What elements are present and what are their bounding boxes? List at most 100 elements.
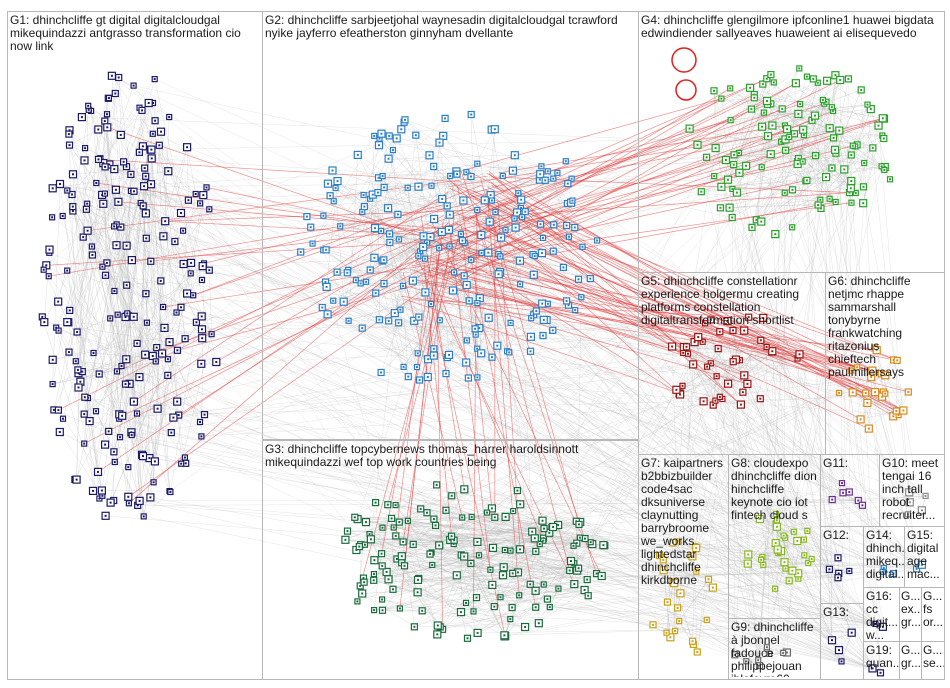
edge xyxy=(190,273,723,400)
edge xyxy=(713,90,784,536)
edge xyxy=(170,322,197,493)
edge xyxy=(683,352,720,398)
group-box-g1 xyxy=(7,11,263,680)
node-mark xyxy=(145,321,148,324)
edge xyxy=(99,359,127,375)
edge xyxy=(450,175,501,257)
edge xyxy=(693,364,840,651)
node-mark xyxy=(186,292,189,295)
edge xyxy=(362,593,415,627)
node-mark xyxy=(156,407,159,410)
edge xyxy=(68,322,760,666)
edge xyxy=(449,246,760,666)
edge xyxy=(710,363,840,394)
node-mark xyxy=(442,134,445,137)
group-label-g10: G10: meet tengai 16 inch tall robot recr… xyxy=(882,457,942,522)
edge xyxy=(437,593,681,626)
edge xyxy=(373,551,536,575)
node-mark xyxy=(42,268,45,271)
node-mark xyxy=(200,435,203,438)
edge xyxy=(727,321,873,669)
edge xyxy=(431,520,543,553)
node-mark xyxy=(187,199,190,202)
edge-red xyxy=(437,264,894,361)
edge xyxy=(857,367,861,420)
node-mark xyxy=(327,182,329,185)
edge xyxy=(543,584,852,633)
edge xyxy=(829,198,909,515)
edge xyxy=(139,376,205,415)
edge xyxy=(761,68,800,127)
edge xyxy=(382,175,719,349)
node-mark xyxy=(201,337,204,340)
node-mark xyxy=(215,361,218,363)
edge xyxy=(72,174,94,491)
edge xyxy=(452,290,674,543)
edge xyxy=(75,361,122,367)
edge xyxy=(749,87,923,565)
edge xyxy=(535,568,917,608)
edge xyxy=(59,183,105,194)
node-mark xyxy=(91,254,94,256)
edge xyxy=(183,193,196,265)
edge xyxy=(797,358,894,574)
edge xyxy=(856,104,868,145)
edge xyxy=(141,110,191,274)
edge-red xyxy=(203,202,454,264)
edge xyxy=(848,78,879,126)
edge-red xyxy=(463,104,768,220)
node-mark xyxy=(57,300,60,303)
edge xyxy=(792,154,852,190)
node-mark xyxy=(107,97,110,99)
node-mark xyxy=(86,229,89,232)
node-mark xyxy=(97,128,100,131)
edge xyxy=(68,107,140,353)
edge xyxy=(732,188,881,673)
edge xyxy=(428,359,833,641)
node-mark xyxy=(203,413,206,416)
edge xyxy=(811,120,856,147)
node-mark xyxy=(58,431,61,433)
edge xyxy=(395,535,873,669)
edge xyxy=(549,606,883,627)
edge xyxy=(140,202,186,464)
node-mark xyxy=(158,144,161,147)
edge-red xyxy=(443,78,767,218)
edge-red xyxy=(193,184,482,296)
edge xyxy=(149,457,794,532)
node-mark xyxy=(87,108,90,111)
edge xyxy=(369,533,443,630)
edge xyxy=(826,101,894,574)
node-mark xyxy=(66,321,69,324)
node-mark xyxy=(504,228,507,231)
edge xyxy=(433,309,576,356)
edge xyxy=(374,595,589,611)
edge-red xyxy=(402,272,463,518)
edge xyxy=(734,652,787,655)
node-mark xyxy=(119,226,122,229)
node-mark xyxy=(474,333,477,336)
edge xyxy=(362,584,493,594)
node-mark xyxy=(144,175,147,178)
edge xyxy=(716,376,778,550)
edge xyxy=(517,392,840,573)
edge xyxy=(686,346,698,653)
edge-red xyxy=(471,195,904,411)
edge xyxy=(348,319,380,321)
node-mark xyxy=(199,421,201,423)
edge xyxy=(174,241,859,501)
edge xyxy=(360,283,470,301)
edge xyxy=(418,157,707,187)
node-mark xyxy=(136,342,139,345)
node-mark xyxy=(105,261,108,264)
node-mark xyxy=(130,434,133,436)
node-mark xyxy=(107,430,110,433)
node-mark xyxy=(75,478,78,481)
edge-red xyxy=(448,219,491,570)
edge-red xyxy=(455,242,886,394)
node-mark xyxy=(62,417,64,420)
edge xyxy=(102,322,148,496)
node-mark xyxy=(116,370,118,373)
edge xyxy=(59,431,103,496)
node-mark xyxy=(108,163,111,166)
